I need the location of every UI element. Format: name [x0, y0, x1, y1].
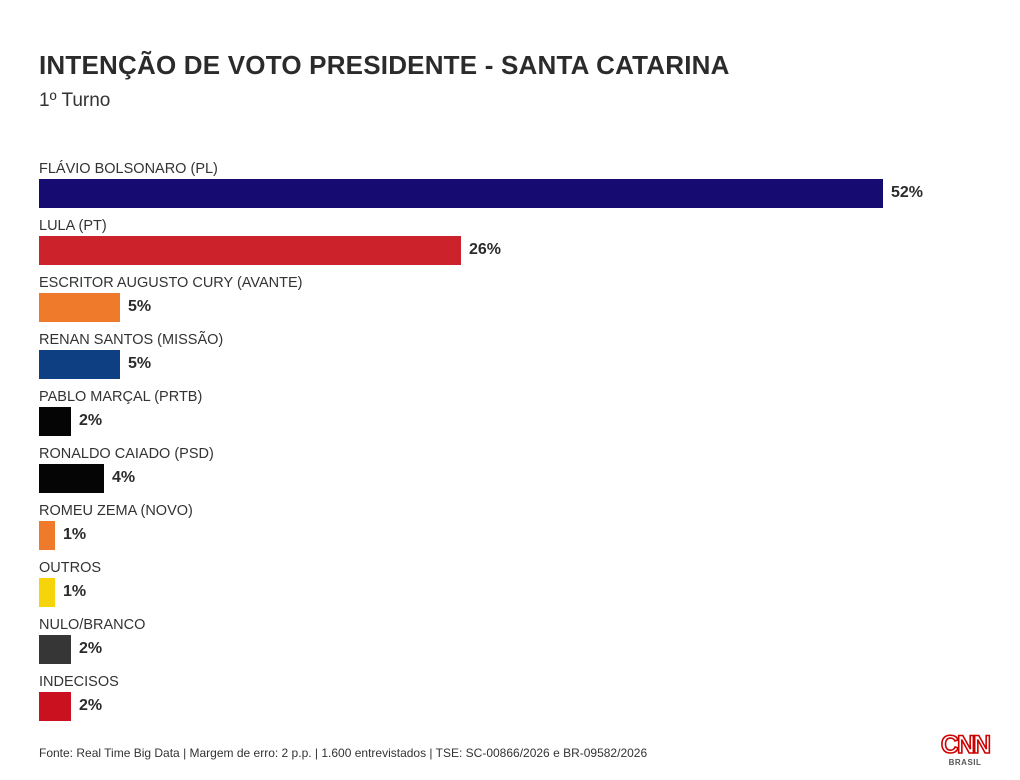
bar — [39, 350, 120, 379]
category-label: RONALDO CAIADO (PSD) — [39, 446, 214, 462]
bar — [39, 692, 71, 721]
bar-row: PABLO MARÇAL (PRTB) 2% — [0, 389, 1020, 446]
value-label: 4% — [112, 469, 136, 486]
bar-row: OUTROS 1% — [0, 560, 1020, 617]
bar — [39, 179, 883, 208]
category-label: RENAN SANTOS (MISSÃO) — [39, 332, 224, 348]
bar — [39, 464, 104, 493]
cnn-logo-subtext: BRASIL — [948, 758, 982, 767]
value-label: 1% — [63, 583, 87, 600]
category-label: LULA (PT) — [39, 218, 107, 234]
category-label: FLÁVIO BOLSONARO (PL) — [39, 161, 218, 177]
chart-subtitle: 1º Turno — [39, 90, 111, 111]
chart-title: INTENÇÃO DE VOTO PRESIDENTE - SANTA CATA… — [39, 50, 730, 80]
value-label: 52% — [891, 184, 924, 201]
category-label: NULO/BRANCO — [39, 617, 146, 633]
bar — [39, 236, 461, 265]
value-label: 2% — [79, 640, 103, 657]
bar-row: LULA (PT) 26% — [0, 218, 1020, 275]
value-label: 2% — [79, 697, 103, 714]
value-label: 2% — [79, 412, 103, 429]
cnn-logo-mark: CNN — [940, 731, 992, 759]
bar-row: ESCRITOR AUGUSTO CURY (AVANTE) 5% — [0, 275, 1020, 332]
bar-row: FLÁVIO BOLSONARO (PL) 52% — [0, 161, 1020, 218]
bar — [39, 635, 71, 664]
category-label: PABLO MARÇAL (PRTB) — [39, 389, 203, 405]
category-label: ROMEU ZEMA (NOVO) — [39, 503, 193, 519]
bar-row: RENAN SANTOS (MISSÃO) 5% — [0, 332, 1020, 389]
bar-row: INDECISOS 2% — [0, 674, 1020, 731]
bar — [39, 407, 71, 436]
value-label: 1% — [63, 526, 87, 543]
bar-chart: FLÁVIO BOLSONARO (PL) 52% LULA (PT) 26% ESCR… — [0, 161, 1020, 731]
bar-row: RONALDO CAIADO (PSD) 4% — [0, 446, 1020, 503]
cnn-brasil-logo: CNN BRASIL — [940, 731, 992, 770]
bar-row: NULO/BRANCO 2% — [0, 617, 1020, 674]
source-footnote: Fonte: Real Time Big Data | Margem de er… — [39, 746, 648, 760]
bar-row: ROMEU ZEMA (NOVO) 1% — [0, 503, 1020, 560]
category-label: OUTROS — [39, 560, 102, 576]
bar — [39, 293, 120, 322]
bar — [39, 521, 55, 550]
value-label: 5% — [128, 355, 152, 372]
value-label: 5% — [128, 298, 152, 315]
bar — [39, 578, 55, 607]
category-label: INDECISOS — [39, 674, 119, 690]
category-label: ESCRITOR AUGUSTO CURY (AVANTE) — [39, 275, 303, 291]
value-label: 26% — [469, 241, 502, 258]
